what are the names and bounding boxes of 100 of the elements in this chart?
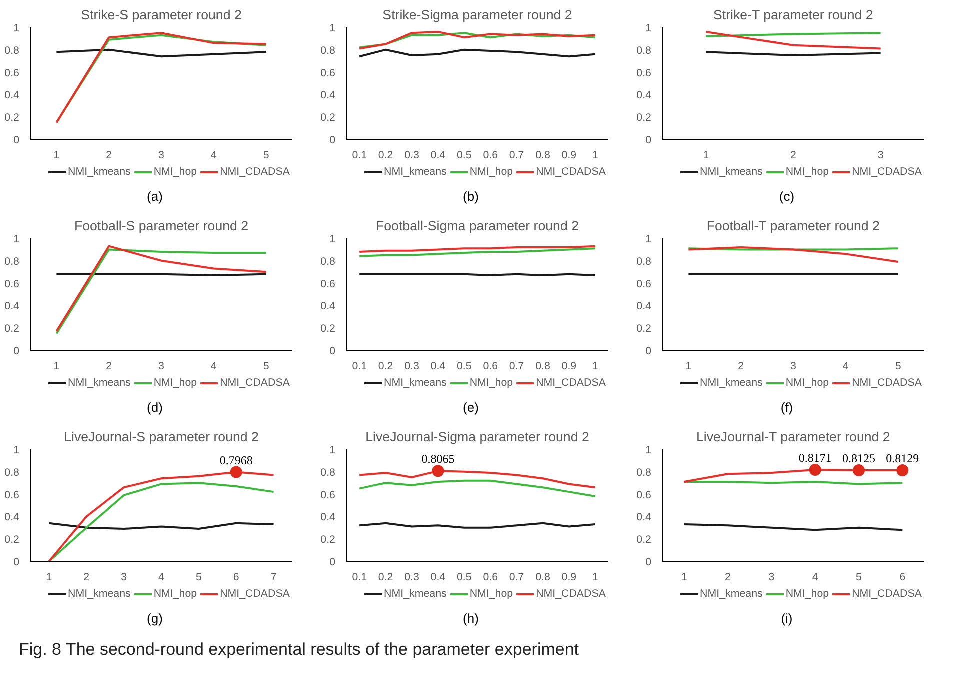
x-tick-label: 0.4 <box>430 572 446 584</box>
y-tick-label: 1 <box>330 444 336 456</box>
chart-title: Football-S parameter round 2 <box>74 218 249 234</box>
y-tick-label: 0 <box>14 134 20 146</box>
text: (h) <box>463 610 479 628</box>
y-tick-label: 1 <box>14 444 20 456</box>
y-tick-label: 0.4 <box>636 512 652 524</box>
y-tick-label: 1 <box>646 22 652 34</box>
x-tick-label: 0.3 <box>404 572 420 584</box>
legend-label: NMI_kmeans <box>700 588 763 600</box>
x-tick-label: 1 <box>54 360 60 372</box>
x-tick-label: 4 <box>812 572 818 584</box>
y-tick-label: 0.6 <box>320 489 336 502</box>
x-tick-label: 0.6 <box>483 360 498 372</box>
chart-title: Football-Sigma parameter round 2 <box>376 218 580 234</box>
y-tick-label: 0.8 <box>4 466 20 479</box>
x-tick-label: 0.9 <box>562 360 577 372</box>
legend-label: NMI_kmeans <box>384 377 447 389</box>
x-tick-label: 0.2 <box>378 150 394 162</box>
y-tick-label: 0.2 <box>320 534 336 546</box>
y-tick-label: 0.2 <box>636 323 652 336</box>
legend-label: NMI_CDADSA <box>536 166 606 178</box>
x-tick-label: 5 <box>856 572 862 584</box>
line-series <box>688 246 900 264</box>
legend-label: NMI_CDADSA <box>220 588 290 600</box>
x-tick-label: 0.4 <box>430 150 446 162</box>
chart-title: LiveJournal-Sigma parameter round 2 <box>366 430 590 444</box>
x-tick-label: 5 <box>196 572 202 584</box>
legend-label: NMI_hop <box>470 588 514 600</box>
text: (c) <box>779 188 795 206</box>
x-tick-label: 0.5 <box>456 150 472 162</box>
line-series <box>358 48 596 58</box>
y-tick-label: 0 <box>646 346 652 358</box>
legend-label: NMI_hop <box>470 166 514 178</box>
legend-label: NMI_hop <box>786 588 830 600</box>
data-label: 0.7968 <box>220 453 253 468</box>
x-tick-label: 5 <box>263 360 270 372</box>
x-tick-label: 0.4 <box>430 360 446 372</box>
x-tick-label: 1 <box>54 150 60 162</box>
x-tick-label: 0.1 <box>352 360 368 372</box>
legend-label: NMI_kmeans <box>700 166 763 178</box>
y-tick-label: 0.4 <box>320 90 336 102</box>
legend-label: NMI_hop <box>154 166 198 178</box>
x-tick-label: 2 <box>84 572 90 584</box>
legend-label: NMI_CDADSA <box>852 588 922 600</box>
x-tick-label: 4 <box>842 360 849 372</box>
chart-title: Strike-T parameter round 2 <box>714 8 874 22</box>
legend-label: NMI_hop <box>154 588 198 600</box>
legend-label: NMI_CDADSA <box>852 377 922 389</box>
y-tick-label: 0 <box>646 134 652 146</box>
text: (e) <box>463 399 479 417</box>
x-tick-label: 0.7 <box>509 572 524 584</box>
legend-label: NMI_CDADSA <box>852 166 922 178</box>
y-tick-label: 0 <box>646 556 652 568</box>
data-label: 0.8125 <box>842 452 876 466</box>
x-tick-label: 0.8 <box>536 150 550 162</box>
x-tick-label: 4 <box>210 150 217 162</box>
legend-label: NMI_CDADSA <box>536 588 606 600</box>
line-series <box>358 480 596 498</box>
chart-title: Strike-S parameter round 2 <box>81 8 242 22</box>
x-tick-label: 4 <box>210 360 217 372</box>
y-tick-label: 0.6 <box>320 67 336 80</box>
x-tick-label: 1 <box>592 572 598 584</box>
y-tick-label: 0.2 <box>4 112 20 124</box>
y-tick-label: 0 <box>14 556 20 568</box>
x-tick-label: 1 <box>592 150 598 162</box>
y-tick-label: 0.2 <box>320 112 336 124</box>
x-tick-label: 3 <box>121 572 128 584</box>
legend-label: NMI_CDADSA <box>536 377 606 389</box>
y-tick-label: 0.8 <box>4 44 20 57</box>
y-tick-label: 0.4 <box>320 512 336 524</box>
x-tick-label: 3 <box>790 360 797 372</box>
legend-label: NMI_kmeans <box>384 588 447 600</box>
y-tick-label: 0.4 <box>320 300 336 313</box>
y-tick-label: 0 <box>330 556 336 568</box>
x-tick-label: 6 <box>233 572 240 584</box>
x-tick-label: 0.6 <box>483 572 498 584</box>
y-tick-label: 0 <box>14 346 20 358</box>
y-tick-label: 0.4 <box>4 90 20 102</box>
y-tick-label: 0 <box>330 134 336 146</box>
x-tick-label: 0.5 <box>456 572 472 584</box>
text: (d) <box>147 399 163 417</box>
y-tick-label: 0.6 <box>636 489 652 502</box>
text: (f) <box>780 399 794 417</box>
y-tick-label: 1 <box>330 22 336 34</box>
y-tick-label: 0.4 <box>4 512 20 524</box>
x-tick-label: 3 <box>158 150 165 162</box>
legend-label: NMI_CDADSA <box>220 377 290 389</box>
x-tick-label: 0.5 <box>456 360 472 372</box>
x-tick-label: 0.8 <box>536 572 550 584</box>
y-tick-label: 0.6 <box>636 278 652 290</box>
legend-label: NMI_hop <box>786 166 830 178</box>
chart-title: LiveJournal-S parameter round 2 <box>64 430 259 444</box>
y-tick-label: 0 <box>330 346 336 358</box>
y-tick-label: 0.2 <box>4 534 20 546</box>
y-tick-label: 0.6 <box>4 278 20 290</box>
legend-label: NMI_hop <box>154 377 198 389</box>
y-tick-label: 0.6 <box>4 67 20 80</box>
data-label: 0.8065 <box>422 452 455 466</box>
legend-label: NMI_kmeans <box>68 377 131 389</box>
